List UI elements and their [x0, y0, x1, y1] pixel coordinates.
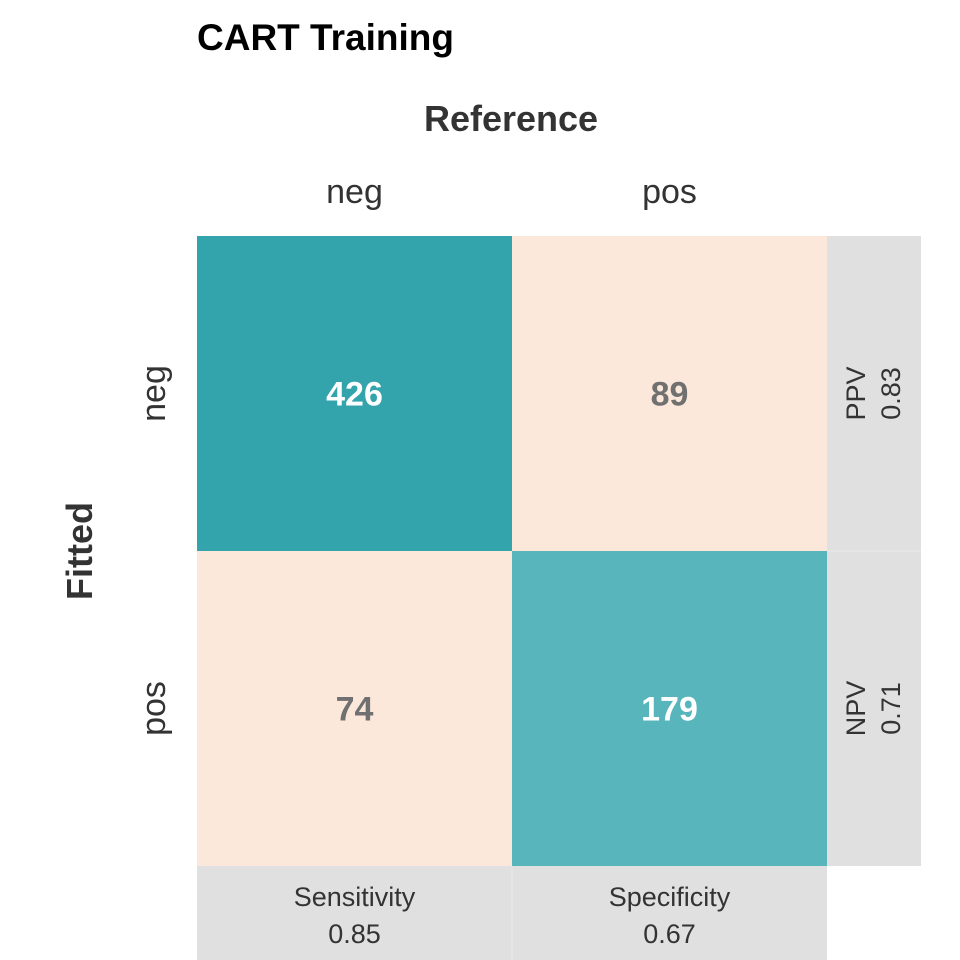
stat-name-label: Sensitivity [294, 882, 416, 912]
stat-cell [827, 236, 921, 551]
y-tick-labels: neg pos [135, 365, 173, 736]
stat-cell [197, 866, 512, 960]
stat-name-label: Specificity [609, 882, 731, 912]
matrix-cell [512, 551, 827, 866]
y-tick-label: neg [135, 365, 173, 422]
matrix-cell [197, 551, 512, 866]
column-stats-panel: Sensitivity 0.85 Specificity 0.67 [197, 866, 827, 960]
cell-value-label: 426 [326, 376, 383, 414]
chart-title: CART Training [197, 17, 454, 58]
stat-value-label: 0.71 [876, 682, 906, 735]
stat-cell [512, 866, 827, 960]
x-tick-labels: neg pos [326, 173, 697, 211]
x-tick-label: pos [642, 173, 697, 211]
row-stats-panel: PPV 0.83 NPV 0.71 [827, 236, 921, 866]
x-tick-label: neg [326, 173, 383, 211]
cell-value-label: 179 [641, 691, 698, 729]
cell-value-label: 89 [651, 376, 689, 414]
stat-name-label: NPV [841, 681, 871, 737]
y-tick-label: pos [135, 681, 173, 736]
stat-cell [827, 551, 921, 866]
x-axis-title: Reference [424, 98, 598, 139]
stat-name-label: PPV [841, 366, 871, 420]
matrix-cells: 426 89 74 179 [197, 236, 827, 866]
stat-value-label: 0.85 [328, 919, 381, 949]
stat-value-label: 0.67 [643, 919, 696, 949]
stat-value-label: 0.83 [876, 367, 906, 420]
cell-value-label: 74 [336, 691, 374, 729]
y-axis-title: Fitted [59, 502, 100, 600]
matrix-cell [512, 236, 827, 551]
matrix-cell [197, 236, 512, 551]
